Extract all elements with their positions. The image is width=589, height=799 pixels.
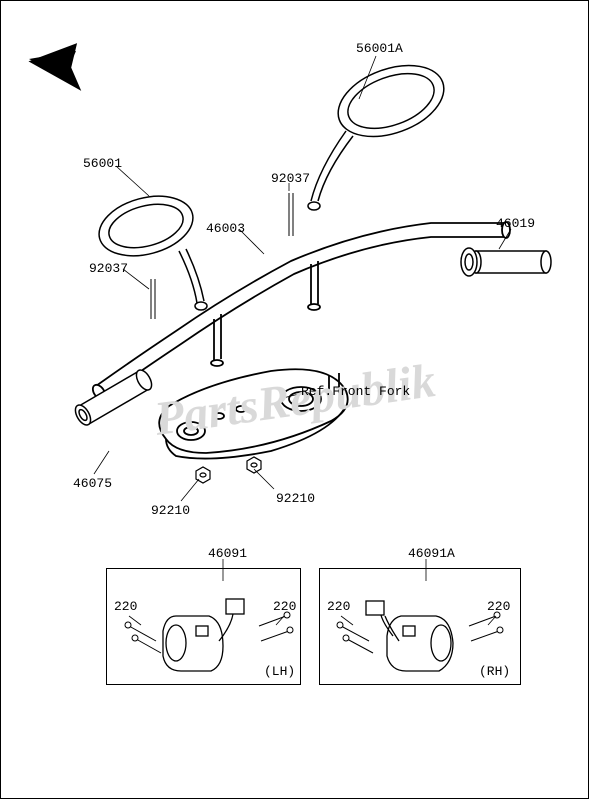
screw-lh-left <box>125 622 161 653</box>
leader-lines <box>94 56 511 625</box>
grip-left <box>72 367 154 427</box>
mirror-right <box>308 52 454 210</box>
nut-right <box>247 457 261 473</box>
lh-text: (LH) <box>264 664 295 679</box>
label-56001: 56001 <box>83 156 122 171</box>
label-56001a: 56001A <box>356 41 403 56</box>
mirror-left <box>92 187 207 310</box>
ref-front-fork-text: Ref.Front Fork <box>301 384 410 399</box>
diagram-svg <box>1 1 589 799</box>
label-220d: 220 <box>487 599 510 614</box>
switch-housing-rh <box>366 601 453 671</box>
label-92210a: 92210 <box>276 491 315 506</box>
label-46075: 46075 <box>73 476 112 491</box>
label-92037b: 92037 <box>89 261 128 276</box>
label-92210b: 92210 <box>151 503 190 518</box>
label-46003: 46003 <box>206 221 245 236</box>
label-220c: 220 <box>327 599 350 614</box>
screw-rh-left <box>337 622 373 653</box>
diagram-container: PartsRepublik <box>0 0 589 799</box>
label-220b: 220 <box>273 599 296 614</box>
triple-clamp <box>159 369 348 458</box>
label-46091a: 46091A <box>408 546 455 561</box>
screw-rh-right <box>469 612 503 641</box>
clamp-screw-right <box>289 193 293 236</box>
label-92037a: 92037 <box>271 171 310 186</box>
rh-text: (RH) <box>479 664 510 679</box>
clamp-screw-left <box>151 279 155 319</box>
label-220a: 220 <box>114 599 137 614</box>
switch-housing-lh <box>163 599 244 671</box>
grip-right <box>461 248 551 276</box>
label-46019: 46019 <box>496 216 535 231</box>
label-46091: 46091 <box>208 546 247 561</box>
direction-arrow-icon <box>27 43 81 95</box>
screw-lh-right <box>259 612 293 641</box>
